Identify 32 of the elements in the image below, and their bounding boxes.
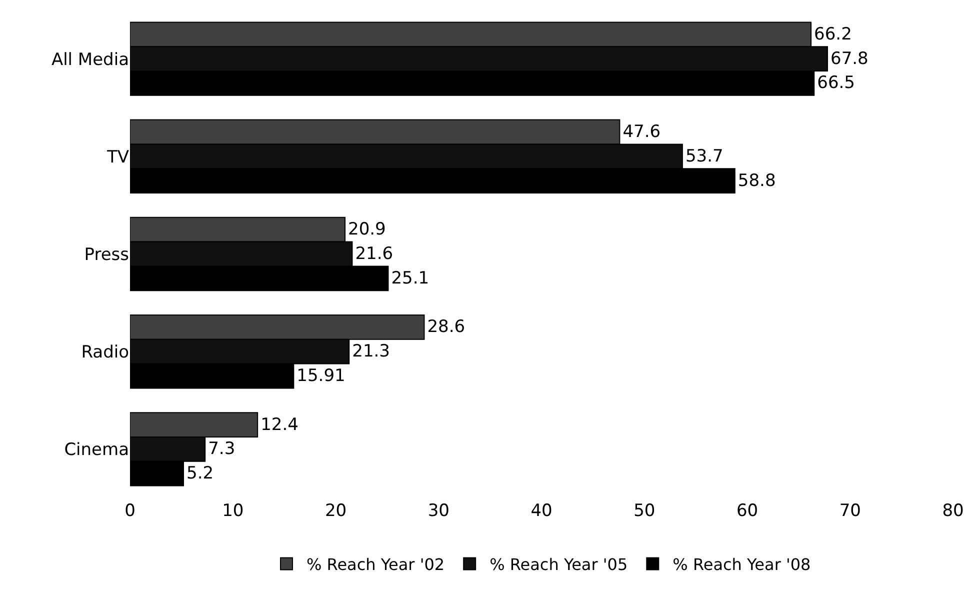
data-label: 47.6 bbox=[622, 122, 661, 142]
data-label: 15.91 bbox=[296, 366, 346, 386]
legend-label: % Reach Year '05 bbox=[490, 554, 628, 574]
y-tick-label: Radio bbox=[81, 342, 129, 363]
data-label: 21.6 bbox=[355, 244, 394, 264]
data-label: 66.5 bbox=[817, 73, 855, 94]
data-label: 67.8 bbox=[830, 48, 868, 69]
x-tick-label: 70 bbox=[839, 501, 861, 521]
data-label: 25.1 bbox=[391, 268, 430, 288]
data-label: 66.2 bbox=[814, 24, 852, 44]
y-tick-label: TV bbox=[106, 147, 130, 168]
x-tick-label: 60 bbox=[736, 501, 758, 521]
x-tick-label: 80 bbox=[942, 501, 964, 521]
data-label: 20.9 bbox=[348, 220, 386, 240]
x-tick-label: 50 bbox=[634, 501, 656, 521]
data-label: 58.8 bbox=[738, 170, 776, 191]
x-tick-label: 40 bbox=[530, 501, 552, 521]
data-label: 21.3 bbox=[352, 342, 390, 362]
x-tick-label: 20 bbox=[324, 501, 347, 521]
y-tick-label: Cinema bbox=[64, 440, 129, 460]
x-tick-label: 10 bbox=[222, 501, 244, 521]
x-tick-label: 30 bbox=[428, 501, 450, 521]
x-tick-label: 0 bbox=[124, 501, 136, 521]
y-tick-label: Press bbox=[84, 244, 130, 265]
data-label: 28.6 bbox=[427, 317, 466, 338]
y-tick-label: All Media bbox=[51, 50, 129, 70]
data-label: 12.4 bbox=[260, 414, 298, 435]
legend-label: % Reach Year '08 bbox=[672, 554, 811, 574]
legend-label: % Reach Year '02 bbox=[306, 554, 445, 574]
data-label: 53.7 bbox=[685, 146, 724, 166]
data-label: 7.3 bbox=[208, 439, 236, 460]
data-label: 5.2 bbox=[186, 464, 214, 484]
